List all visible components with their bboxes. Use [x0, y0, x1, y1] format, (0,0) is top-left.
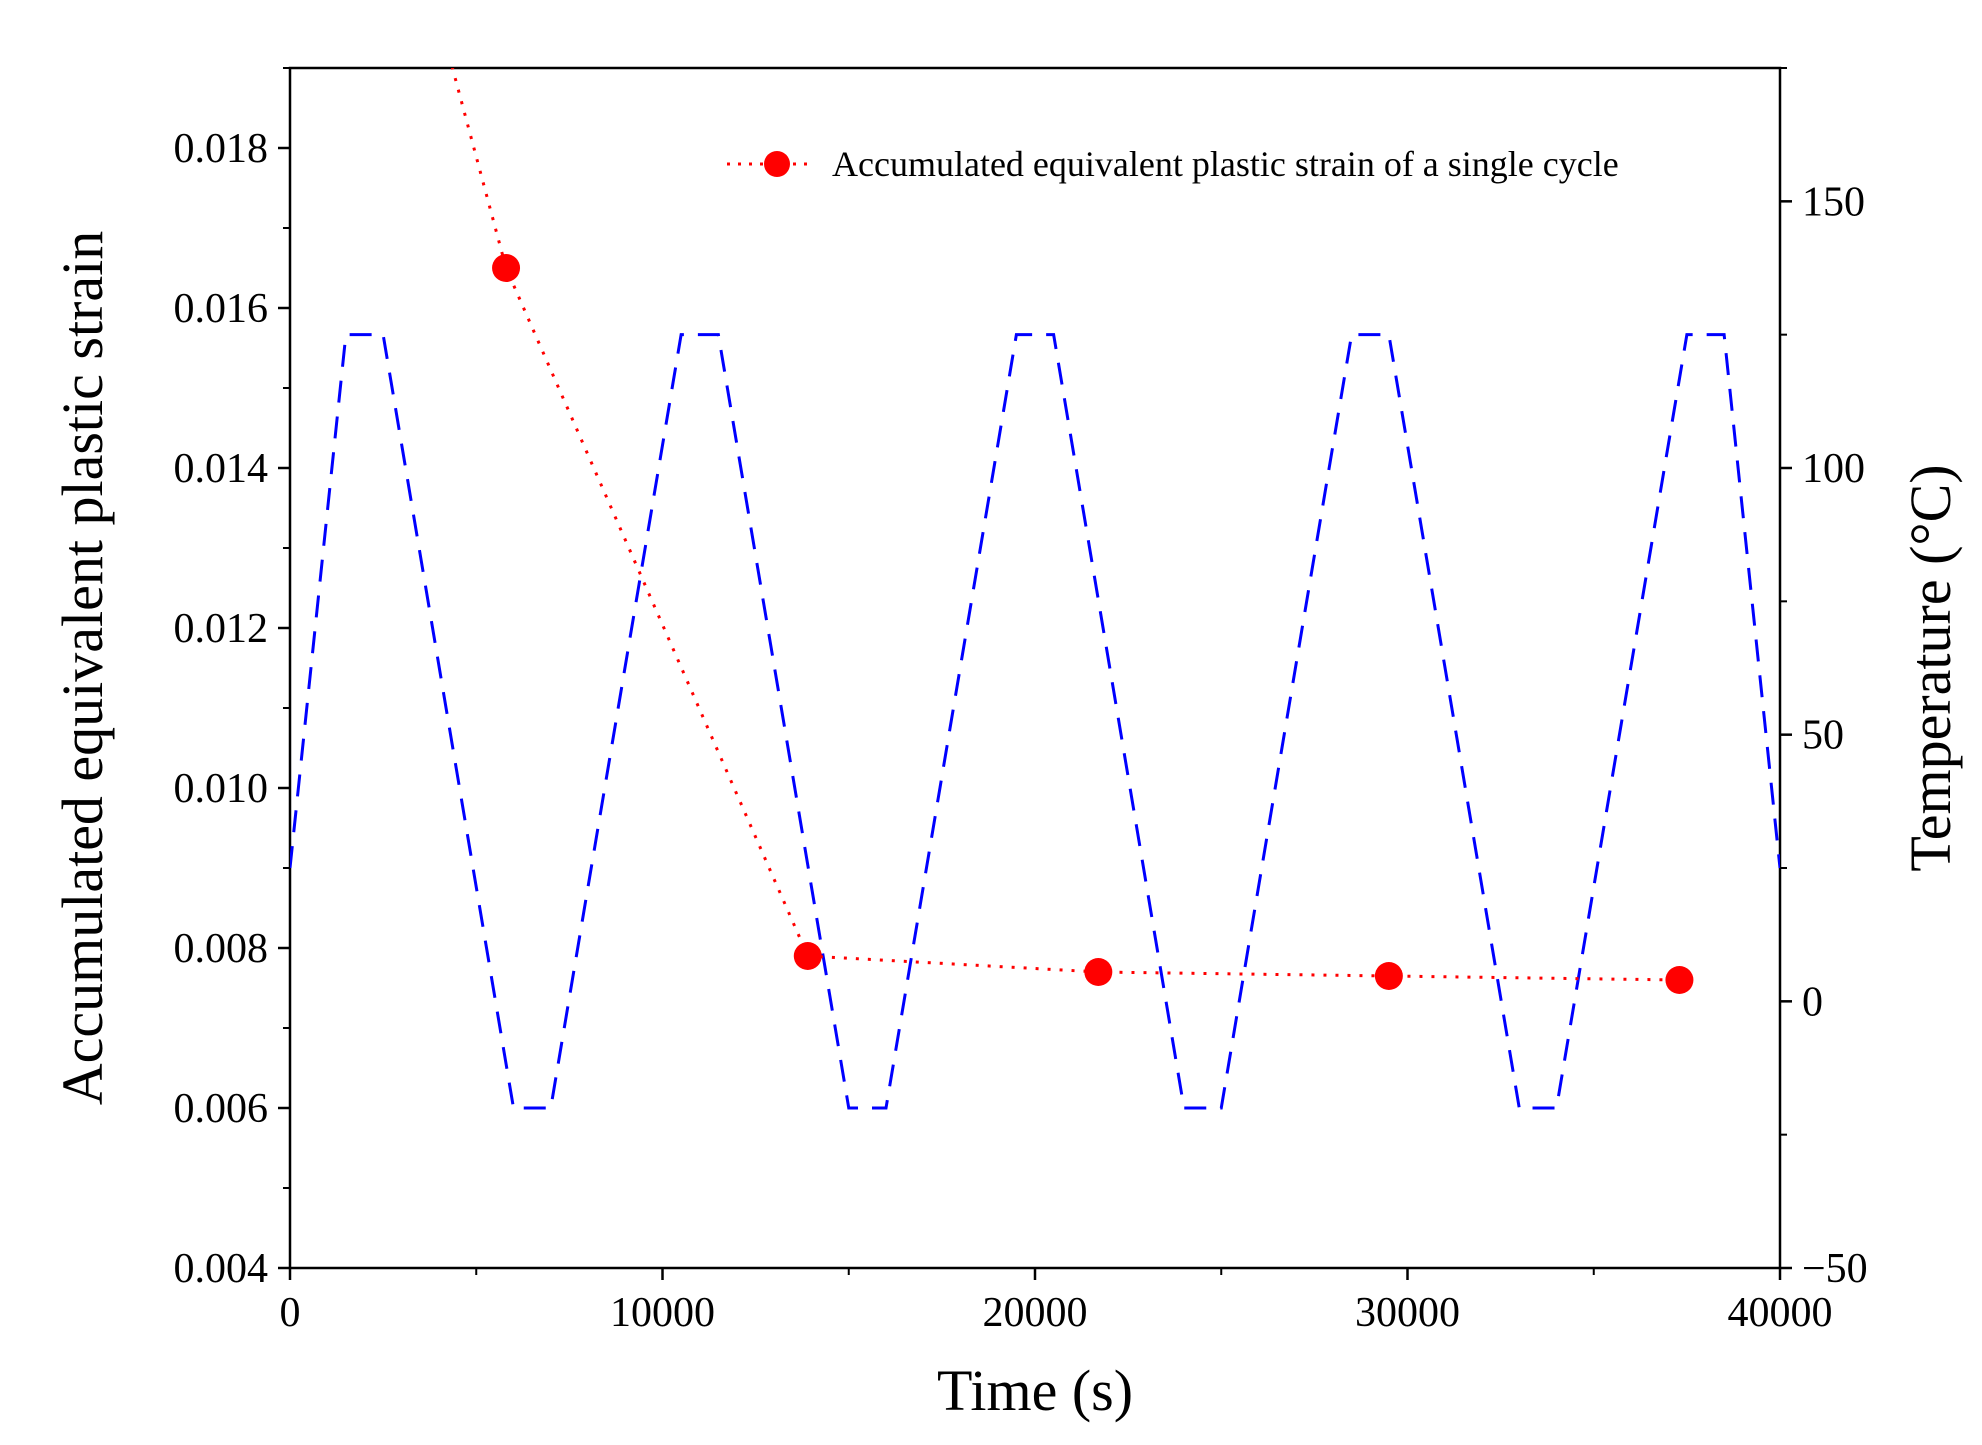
y2-tick-label: 150: [1802, 179, 1865, 225]
x-tick-label: 0: [280, 1290, 301, 1336]
y2-tick-label: 0: [1802, 979, 1823, 1025]
y-tick-label: 0.012: [174, 606, 269, 652]
plot-frame: [288, 66, 1782, 1270]
x-tick-label: 20000: [983, 1290, 1088, 1336]
y-tick-label: 0.010: [174, 766, 269, 812]
strain-line: [450, 68, 1680, 982]
legend: Accumulated equivalent plastic strain of…: [727, 144, 1619, 184]
y2-axis-ticks: −50 0 50 100 150: [1780, 67, 1868, 1292]
x-axis-ticks: 0 10000 20000 30000 40000: [280, 1268, 1833, 1336]
y2-axis-title: Temperature (°C): [1898, 464, 1963, 871]
legend-marker: [764, 151, 790, 177]
y2-tick-label: −50: [1802, 1246, 1868, 1292]
strain-series-group: [450, 68, 1694, 994]
x-tick-label: 10000: [610, 1290, 715, 1336]
x-tick-label: 40000: [1728, 1290, 1833, 1336]
strain-point: [1374, 962, 1403, 990]
y-tick-label: 0.004: [174, 1246, 269, 1292]
y-axis-ticks: 0.004 0.006 0.008 0.010 0.012 0.014 0.016 0.018: [174, 67, 290, 1292]
temperature-series-group: [290, 333, 1780, 1110]
y-tick-label: 0.008: [174, 926, 269, 972]
strain-point: [1665, 966, 1694, 994]
strain-point: [492, 254, 521, 282]
legend-label: Accumulated equivalent plastic strain of…: [832, 144, 1619, 184]
y-tick-label: 0.016: [174, 286, 269, 332]
strain-point: [1084, 958, 1113, 986]
y2-tick-label: 100: [1802, 446, 1865, 492]
x-tick-label: 30000: [1355, 1290, 1460, 1336]
y-axis-title: Accumulated equivalent plastic strain: [50, 231, 115, 1106]
x-axis-title: Time (s): [937, 1358, 1133, 1423]
y-tick-label: 0.014: [174, 446, 269, 492]
strain-point: [793, 942, 822, 970]
y-tick-label: 0.018: [174, 126, 269, 172]
y2-tick-label: 50: [1802, 713, 1844, 759]
y-tick-label: 0.006: [174, 1086, 269, 1132]
temperature-line: [290, 333, 1780, 1110]
